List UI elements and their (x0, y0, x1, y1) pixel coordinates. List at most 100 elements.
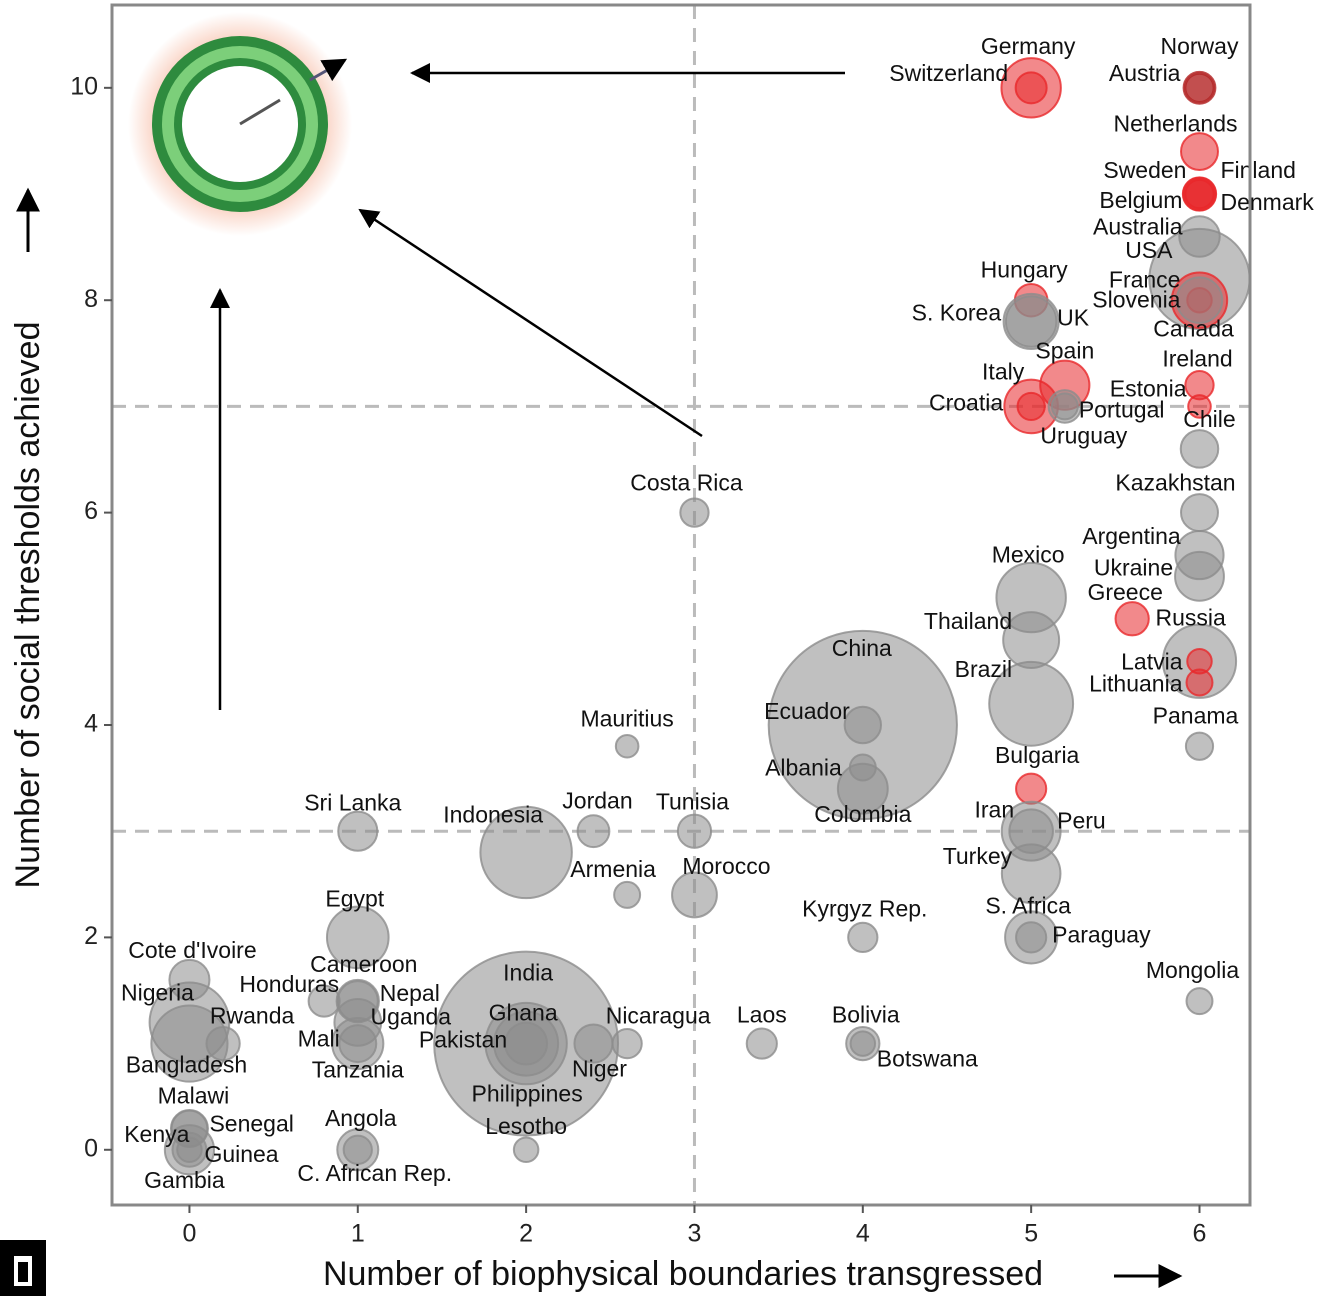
bubble (1185, 987, 1214, 1016)
bubble (176, 1136, 203, 1164)
point-label: Albania (765, 755, 842, 781)
point-label: Mauritius (580, 705, 673, 731)
point-label: Kyrgyz Rep. (802, 895, 927, 921)
bubble (1175, 276, 1224, 325)
point-label: Gambia (144, 1167, 225, 1193)
point-label: Ecuador (764, 698, 850, 724)
point-label: S. Korea (912, 300, 1002, 326)
point-label: Niger (572, 1056, 627, 1082)
point-label: Latvia (1121, 648, 1183, 674)
y-axis-title: Number of social thresholds achieved (9, 322, 47, 889)
y-tick-label: 0 (84, 1134, 98, 1162)
point-label: Sweden (1103, 157, 1186, 183)
point-label: Peru (1057, 807, 1106, 833)
y-tick-label: 8 (84, 285, 98, 313)
point-label: China (832, 635, 892, 661)
point-label: UK (1057, 305, 1090, 331)
point-label: Philippines (471, 1081, 582, 1107)
point-label: Italy (982, 358, 1025, 384)
bubble (671, 871, 718, 919)
bubble (1182, 70, 1217, 105)
point-label: Ireland (1162, 345, 1232, 371)
point-label: Kenya (124, 1121, 189, 1147)
point-label: France (1109, 266, 1181, 292)
point-label: Mongolia (1146, 957, 1240, 983)
point-label: Ghana (489, 1000, 558, 1026)
bubble (679, 497, 710, 528)
point-label: Malawi (158, 1083, 230, 1109)
point-label: Lithuania (1089, 671, 1183, 697)
point-label: Paraguay (1052, 921, 1151, 947)
bubble (1050, 392, 1079, 421)
point-label: Laos (737, 1002, 787, 1028)
bubble (1015, 772, 1048, 805)
bubble (1002, 611, 1061, 670)
bubble (325, 905, 390, 970)
point-label: Nepal (380, 980, 440, 1006)
bubble (613, 880, 642, 909)
bubble (479, 805, 573, 900)
x-tick-label: 3 (688, 1220, 702, 1248)
bubble (1180, 493, 1219, 533)
point-label: Chile (1183, 406, 1235, 432)
point-label: Bulgaria (995, 742, 1080, 768)
point-label: Jordan (562, 787, 632, 813)
bubble (1014, 71, 1048, 105)
bubble (1015, 921, 1048, 954)
point-label: Canada (1153, 315, 1234, 341)
point-label: Estonia (1110, 375, 1187, 401)
point-label: Denmark (1220, 189, 1314, 215)
point-label: Panama (1153, 702, 1239, 728)
point-label: Norway (1161, 33, 1239, 59)
point-label: Guinea (204, 1141, 278, 1167)
point-label: Croatia (929, 389, 1003, 415)
point-label: Spain (1035, 337, 1094, 363)
point-label: Tunisia (656, 788, 729, 814)
bubble (1016, 391, 1046, 422)
point-label: Australia (1093, 214, 1183, 240)
point-label: Ukraine (1094, 554, 1173, 580)
bubble (1180, 132, 1219, 172)
point-label: Tanzania (312, 1057, 404, 1083)
y-tick-label: 2 (84, 922, 98, 950)
point-label: Bolivia (832, 1002, 900, 1028)
bubble (576, 814, 611, 849)
x-tick-label: 2 (519, 1220, 533, 1248)
y-tick-label: 6 (84, 497, 98, 525)
point-label: Uruguay (1040, 422, 1127, 448)
point-label: Portugal (1079, 396, 1165, 422)
x-tick-label: 5 (1024, 1220, 1038, 1248)
bubble (745, 1027, 778, 1060)
logo (0, 1240, 46, 1296)
point-label: Cote d'Ivoire (128, 937, 256, 963)
point-label: Germany (981, 33, 1076, 59)
bubble (1184, 731, 1215, 761)
bubble (512, 1136, 540, 1164)
bubble (337, 810, 379, 852)
point-label: Honduras (239, 971, 339, 997)
x-tick-label: 0 (182, 1220, 196, 1248)
x-axis-title: Number of biophysical boundaries transgr… (323, 1255, 1043, 1293)
point-label: Nigeria (121, 979, 194, 1005)
point-label: Costa Rica (630, 470, 743, 496)
point-label: Switzerland (889, 60, 1008, 86)
bubble (1178, 215, 1221, 258)
bubble (1002, 292, 1060, 351)
plot-area: China India USA Indonesia Brazil Pakistan Nige… (112, 5, 1314, 1205)
bubble (1185, 668, 1214, 697)
point-label: Thailand (924, 608, 1012, 634)
point-label: Uganda (370, 1003, 451, 1029)
point-label: Sri Lanka (304, 789, 401, 815)
y-tick-label: 4 (84, 710, 98, 738)
bubble (676, 813, 713, 849)
bubble (331, 1016, 385, 1071)
point-label: S. Africa (985, 892, 1071, 918)
point-label: Netherlands (1113, 111, 1237, 137)
bubble (849, 1030, 877, 1057)
bubble (843, 705, 883, 745)
point-label: Bangladesh (126, 1052, 248, 1078)
point-label: Nicaragua (606, 1003, 711, 1029)
point-label: Finland (1220, 157, 1295, 183)
point-label: Russia (1155, 604, 1226, 630)
bubble (1114, 601, 1150, 637)
